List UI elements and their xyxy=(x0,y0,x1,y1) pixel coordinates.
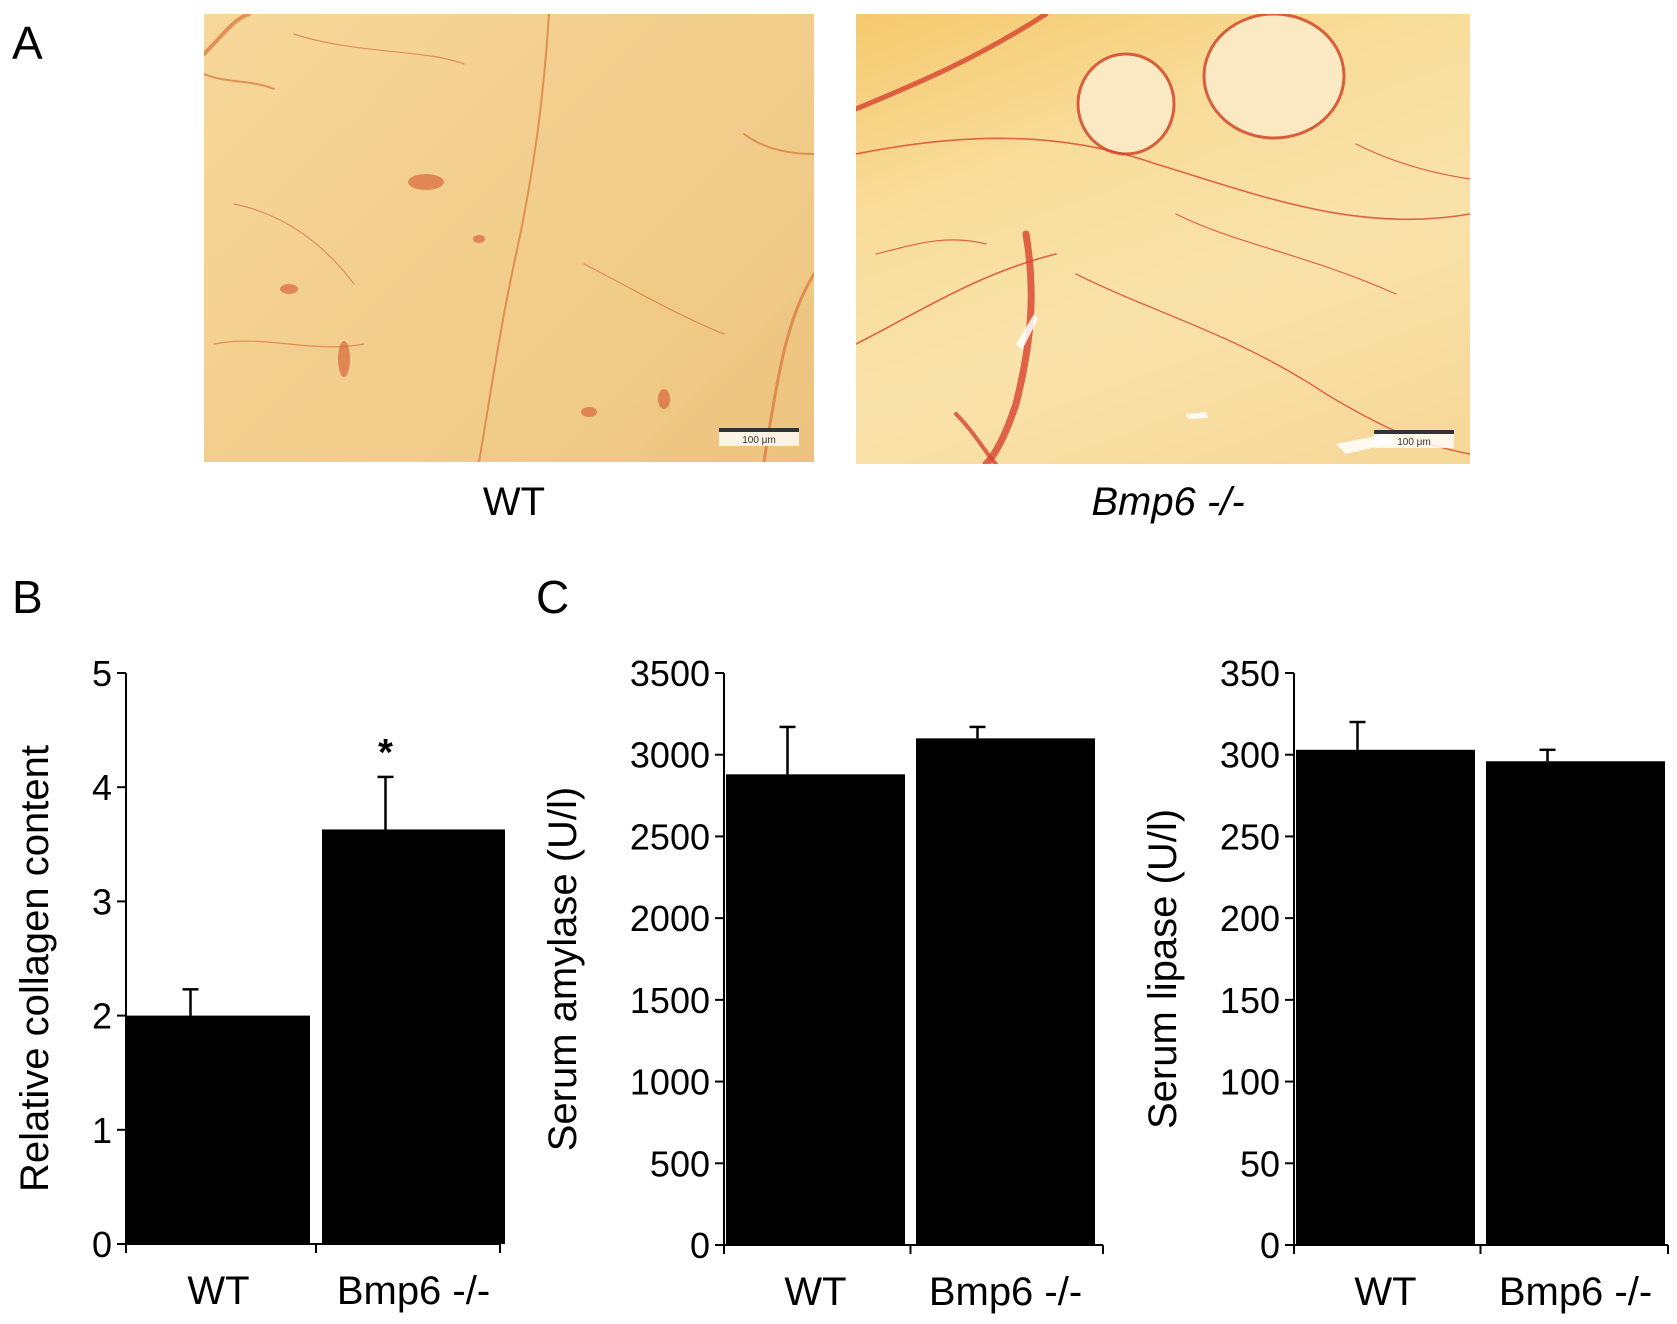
chart3-ytick-label-6: 250 xyxy=(1220,816,1280,857)
chart1-bar-2 xyxy=(322,829,505,1244)
scale-bar-ko: 100 μm xyxy=(1374,430,1454,448)
chart3-y-axis-label: Serum lipase (U/l) xyxy=(1141,809,1185,1129)
chart2-ytick-label-5: 2000 xyxy=(630,898,710,939)
chart3-ytick-label-2: 50 xyxy=(1240,1143,1280,1184)
chart1-ytick-label-3: 2 xyxy=(92,996,112,1037)
chart3-ytick-label-1: 0 xyxy=(1260,1225,1280,1266)
panel-letter-a: A xyxy=(12,17,43,69)
chart2-ytick-label-8: 3500 xyxy=(630,653,710,694)
chart2-bar-2 xyxy=(916,738,1095,1245)
chart1-annotation-1: * xyxy=(378,732,393,774)
chart2-ytick-label-7: 3000 xyxy=(630,735,710,776)
caption-bmp6-ko: Bmp6 -/- xyxy=(1091,480,1245,524)
scale-bar-label-wt: 100 μm xyxy=(742,435,776,446)
chart1-ytick-label-1: 0 xyxy=(92,1224,112,1265)
scale-bar-wt: 100 μm xyxy=(719,428,799,446)
panel-letter-c: C xyxy=(536,571,570,623)
chart3-ytick-label-3: 100 xyxy=(1220,1062,1280,1103)
chart2-ytick-label-1: 0 xyxy=(690,1225,710,1266)
micrograph-bmp6-ko-texture: 100 μm xyxy=(856,14,1470,464)
chart3-ytick-label-7: 300 xyxy=(1220,735,1280,776)
chart2-ytick-label-4: 1500 xyxy=(630,980,710,1021)
chart2-xtick-label-2: Bmp6 -/- xyxy=(929,1270,1082,1314)
chart2-ytick-label-6: 2500 xyxy=(630,816,710,857)
chart3-bar-1 xyxy=(1296,749,1475,1245)
chart3-ytick-label-5: 200 xyxy=(1220,898,1280,939)
chart2-y-axis-label: Serum amylase (U/l) xyxy=(541,787,585,1152)
micrograph-wt: 100 μm xyxy=(204,14,814,462)
chart3-ytick-label-8: 350 xyxy=(1220,653,1280,694)
chart1-y-axis-label: Relative collagen content xyxy=(13,745,57,1192)
caption-wt: WT xyxy=(482,480,546,524)
chart3-xtick-label-2: Bmp6 -/- xyxy=(1499,1270,1652,1314)
chart3-ytick-label-4: 150 xyxy=(1220,980,1280,1021)
scale-bar-label-ko: 100 μm xyxy=(1397,437,1431,448)
chart1-ytick-label-5: 4 xyxy=(92,767,112,808)
chart1-ytick-label-6: 5 xyxy=(92,653,112,694)
panel-letter-b: B xyxy=(12,571,43,623)
chart2-ytick-label-3: 1000 xyxy=(630,1062,710,1103)
chart1-ytick-label-2: 1 xyxy=(92,1110,112,1151)
chart1-bar-1 xyxy=(127,1015,310,1244)
chart3-xtick-label-1: WT xyxy=(1354,1270,1416,1314)
chart2-xtick-label-1: WT xyxy=(784,1270,846,1314)
chart1-xtick-label-2: Bmp6 -/- xyxy=(337,1269,490,1313)
micrograph-bmp6-ko: 100 μm xyxy=(856,14,1470,464)
chart2-ytick-label-2: 500 xyxy=(650,1143,710,1184)
chart1-ytick-label-4: 3 xyxy=(92,881,112,922)
chart2-bar-1 xyxy=(726,774,905,1245)
chart3-bar-2 xyxy=(1486,761,1665,1245)
micrograph-wt-texture: 100 μm xyxy=(204,14,814,462)
chart1-xtick-label-1: WT xyxy=(187,1269,249,1313)
